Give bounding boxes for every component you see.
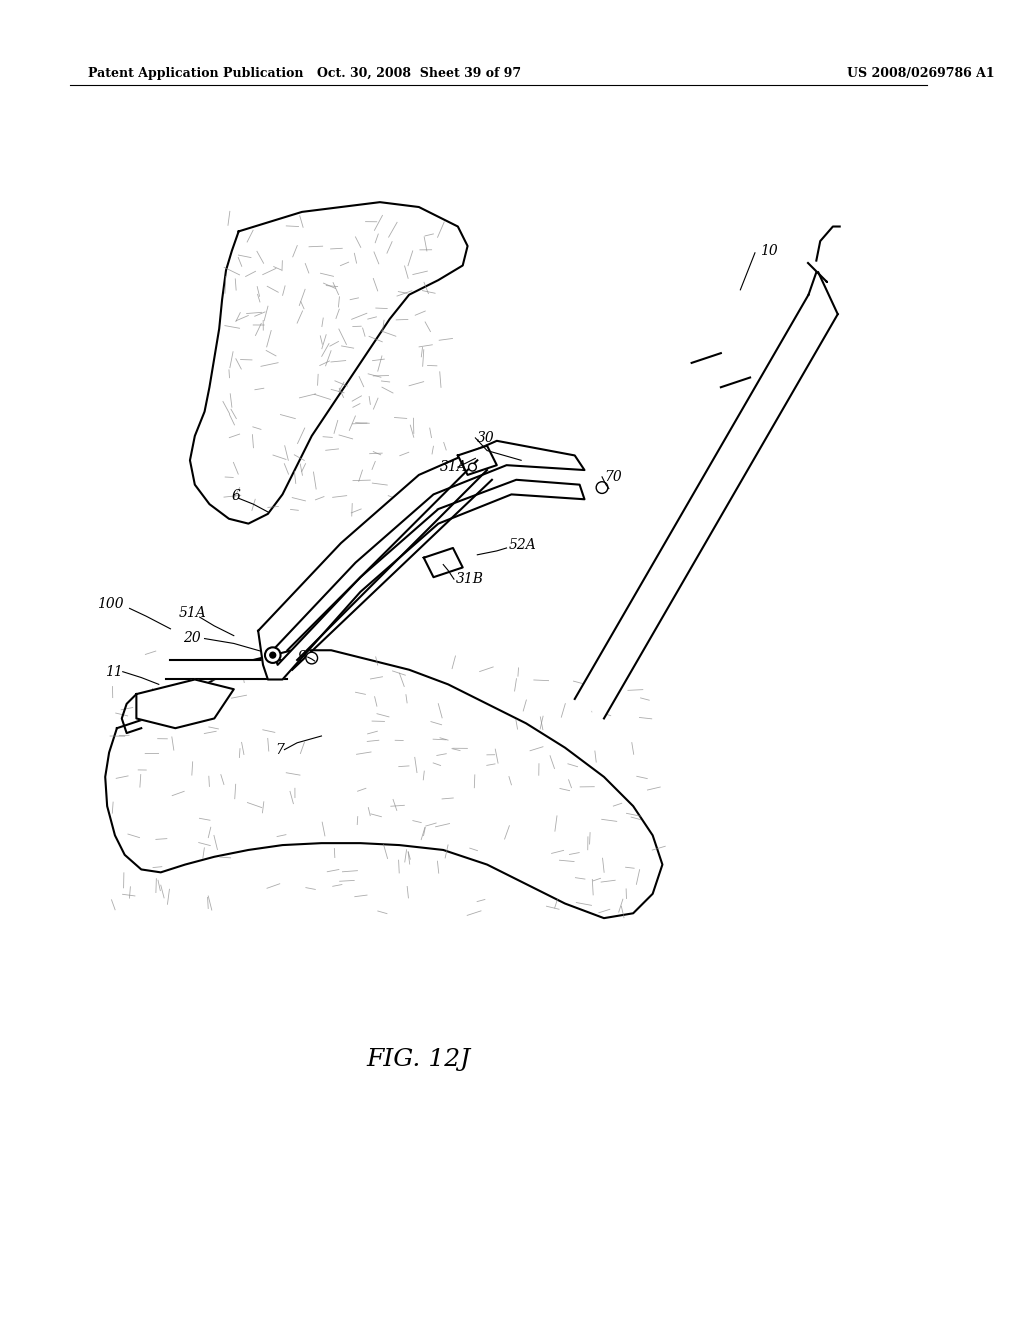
Text: 11: 11 (105, 665, 123, 678)
Circle shape (270, 652, 275, 659)
Polygon shape (458, 446, 497, 475)
Polygon shape (105, 651, 663, 919)
Text: 6: 6 (231, 490, 241, 503)
Text: 100: 100 (97, 597, 124, 611)
Circle shape (469, 463, 476, 471)
Text: 30: 30 (477, 430, 495, 445)
Circle shape (265, 647, 281, 663)
Text: 20: 20 (183, 631, 201, 644)
Polygon shape (574, 294, 838, 718)
Text: 31A: 31A (440, 461, 468, 474)
Polygon shape (424, 548, 463, 577)
Text: 9: 9 (297, 649, 306, 664)
Polygon shape (166, 660, 288, 680)
Polygon shape (258, 441, 585, 680)
Circle shape (596, 482, 608, 494)
Text: Oct. 30, 2008  Sheet 39 of 97: Oct. 30, 2008 Sheet 39 of 97 (316, 67, 521, 81)
Text: Patent Application Publication: Patent Application Publication (88, 67, 303, 81)
Text: US 2008/0269786 A1: US 2008/0269786 A1 (848, 67, 995, 81)
Text: FIG. 12J: FIG. 12J (367, 1048, 471, 1071)
Text: 7: 7 (275, 743, 285, 756)
Polygon shape (136, 680, 233, 729)
Polygon shape (190, 202, 468, 524)
Text: 31B: 31B (456, 572, 484, 586)
Circle shape (306, 652, 317, 664)
Text: 10: 10 (760, 244, 777, 257)
Text: 70: 70 (604, 470, 622, 484)
Text: 52A: 52A (509, 539, 537, 552)
Text: 51A: 51A (178, 606, 206, 620)
